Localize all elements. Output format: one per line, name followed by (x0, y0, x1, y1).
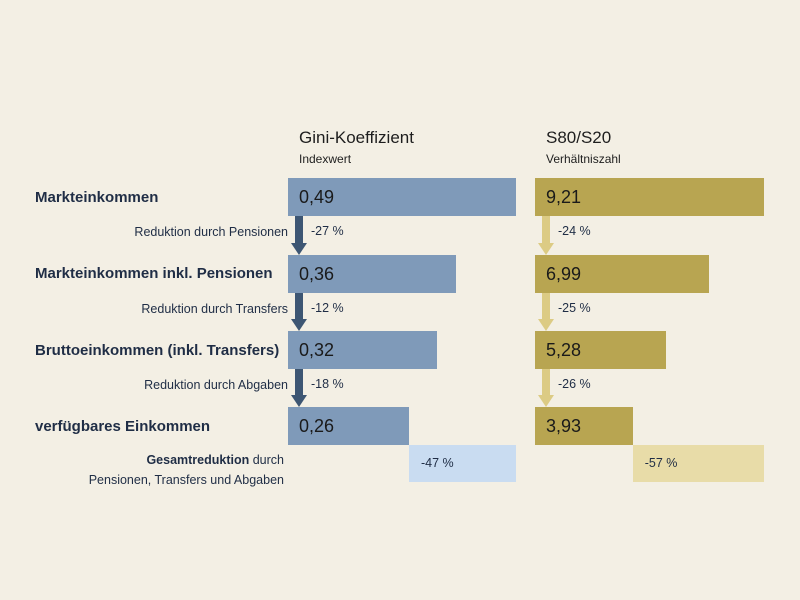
total-label-line2: Pensionen, Transfers und Abgaben (88, 473, 284, 487)
reduction-label-abgaben: Reduktion durch Abgaben (144, 378, 288, 392)
row-label-markteinkommen-pensionen: Markteinkommen inkl. Pensionen (35, 265, 273, 282)
s80-bar-3: 3,93 (535, 407, 633, 445)
s80-title: S80/S20 (546, 128, 612, 147)
gini-value-label-0: 0,49 (299, 187, 335, 207)
gini-bar-0: 0,49 (288, 178, 516, 216)
s80-reduction-pct-1: -25 % (558, 301, 591, 315)
s80-bar-0: 9,21 (535, 178, 764, 216)
total-label-rest: durch (249, 453, 284, 467)
s80-arrow-1 (538, 293, 554, 331)
gini-value-label-2: 0,32 (299, 340, 335, 360)
gini-arrow-2 (291, 369, 307, 407)
reduction-label-transfers: Reduktion durch Transfers (141, 302, 288, 316)
s80-total-reduction-box: -57 % (632, 445, 764, 482)
gini-value-label-3: 0,26 (299, 416, 335, 436)
gini-reduction-pct-1: -12 % (311, 301, 344, 315)
gini-arrow-0 (291, 216, 307, 255)
row-label-bruttoeinkommen: Bruttoeinkommen (inkl. Transfers) (35, 342, 280, 359)
gini-bar-3: 0,26 (288, 407, 409, 445)
s80-reduction-pct-2: -26 % (558, 377, 591, 391)
gini-total-reduction-box: -47 % (408, 445, 516, 482)
s80-value-label-1: 6,99 (546, 264, 582, 284)
total-reduction-label: Gesamtreduktion durch Pensionen, Transfe… (89, 450, 284, 490)
total-label-bold: Gesamtreduktion (146, 453, 250, 467)
s80-arrow-2 (538, 369, 554, 407)
s80-bar-2: 5,28 (535, 331, 667, 369)
gini-reduction-pct-0: -27 % (311, 224, 344, 238)
row-label-markteinkommen: Markteinkommen (35, 189, 159, 206)
gini-value-label-1: 0,36 (299, 264, 335, 284)
s80-subtitle: Verhältniszahl (546, 152, 621, 166)
s80-arrow-0 (538, 216, 554, 255)
gini-arrow-1 (291, 293, 307, 331)
gini-title: Gini-Koeffizient (299, 128, 414, 147)
s80-value-label-3: 3,93 (546, 416, 582, 436)
reduction-label-pensionen: Reduktion durch Pensionen (134, 225, 288, 239)
s80-value-label-2: 5,28 (546, 340, 582, 360)
gini-subtitle: Indexwert (299, 152, 352, 166)
s80-reduction-pct-0: -24 % (558, 224, 591, 238)
s80-value-label-0: 9,21 (546, 187, 582, 207)
gini-bar-1: 0,36 (288, 255, 456, 293)
s80-bar-1: 6,99 (535, 255, 709, 293)
gini-reduction-pct-2: -18 % (311, 377, 344, 391)
gini-bar-2: 0,32 (288, 331, 437, 369)
row-label-verfuegbar: verfügbares Einkommen (35, 418, 211, 435)
s80-total-reduction-value: -57 % (644, 456, 678, 470)
gini-total-reduction-value: -47 % (420, 456, 454, 470)
